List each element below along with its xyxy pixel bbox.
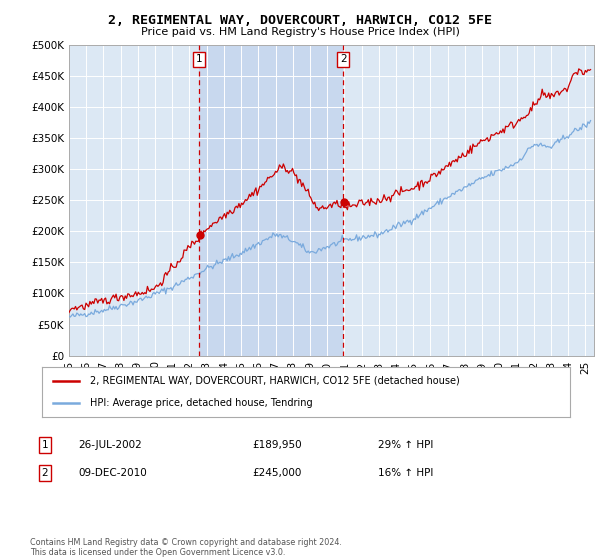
Text: 2: 2 (41, 468, 49, 478)
Text: 1: 1 (41, 440, 49, 450)
Text: 1: 1 (196, 54, 202, 64)
Text: £189,950: £189,950 (252, 440, 302, 450)
Text: Price paid vs. HM Land Registry's House Price Index (HPI): Price paid vs. HM Land Registry's House … (140, 27, 460, 37)
Text: 2, REGIMENTAL WAY, DOVERCOURT, HARWICH, CO12 5FE: 2, REGIMENTAL WAY, DOVERCOURT, HARWICH, … (108, 14, 492, 27)
Text: 09-DEC-2010: 09-DEC-2010 (78, 468, 147, 478)
Text: 16% ↑ HPI: 16% ↑ HPI (378, 468, 433, 478)
Text: 2: 2 (340, 54, 347, 64)
Text: 26-JUL-2002: 26-JUL-2002 (78, 440, 142, 450)
Text: 2, REGIMENTAL WAY, DOVERCOURT, HARWICH, CO12 5FE (detached house): 2, REGIMENTAL WAY, DOVERCOURT, HARWICH, … (89, 376, 459, 386)
Text: Contains HM Land Registry data © Crown copyright and database right 2024.
This d: Contains HM Land Registry data © Crown c… (30, 538, 342, 557)
Bar (199, 45, 343, 356)
Text: HPI: Average price, detached house, Tendring: HPI: Average price, detached house, Tend… (89, 398, 312, 408)
Text: 29% ↑ HPI: 29% ↑ HPI (378, 440, 433, 450)
Text: £245,000: £245,000 (252, 468, 301, 478)
